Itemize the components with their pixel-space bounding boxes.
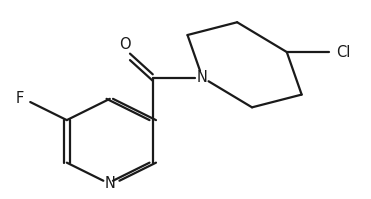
Text: N: N [197,70,208,85]
Text: F: F [16,91,24,106]
Text: Cl: Cl [336,45,351,60]
Text: N: N [104,177,115,191]
Text: O: O [119,37,131,52]
